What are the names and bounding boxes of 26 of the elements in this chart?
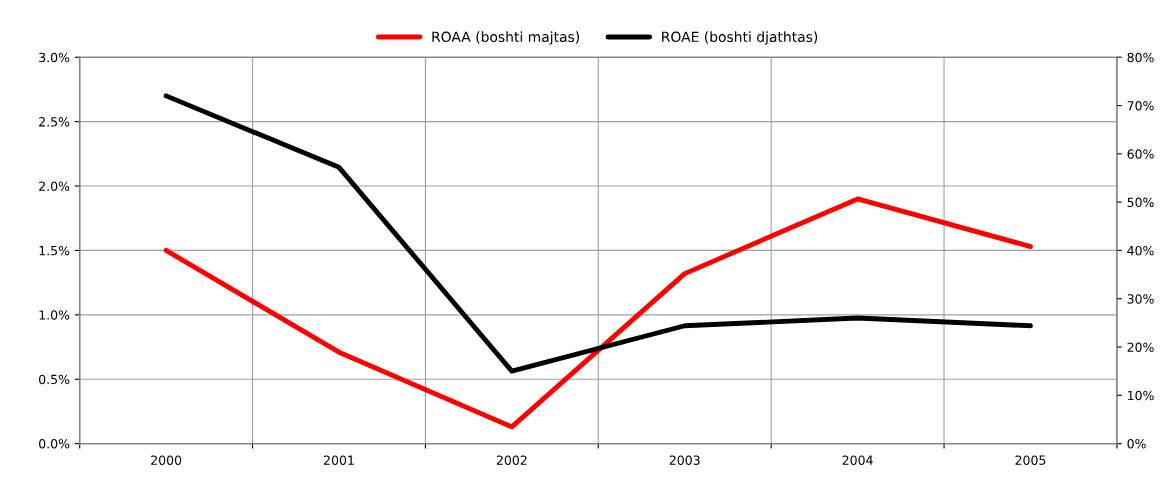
- y2-tick-label: 20%: [1127, 342, 1154, 352]
- y-tick-label: 1.5%: [39, 245, 70, 256]
- line-series: [163, 93, 1033, 374]
- y2-tick-label: 80%: [1127, 52, 1154, 63]
- y-tick-label: 2.5%: [39, 117, 70, 127]
- y-tick-label: 3.0%: [39, 52, 70, 63]
- legend-label: ROAE (boshti djathtas): [662, 31, 818, 45]
- x-tick-label: 2000: [151, 455, 182, 465]
- line-series: [163, 196, 1033, 430]
- y-tick-label: 0.5%: [39, 374, 70, 385]
- x-tick-label: 2004: [842, 455, 873, 465]
- x-tick-label: 2002: [496, 455, 527, 465]
- x-tick-label: 2001: [324, 455, 354, 465]
- y2-tick-label: 70%: [1127, 101, 1154, 111]
- legend-label: ROAA (boshti majtas): [432, 31, 580, 45]
- y2-tick-label: 60%: [1127, 149, 1154, 159]
- x-tick-label: 2003: [669, 455, 700, 465]
- x-tick-label: 2005: [1015, 455, 1046, 465]
- y2-tick-label: 0%: [1127, 439, 1146, 449]
- y-tick-label: 1.0%: [39, 310, 70, 320]
- y2-tick-label: 50%: [1127, 197, 1154, 208]
- y-tick-label: 2.0%: [39, 181, 70, 191]
- y-tick-label: 0.0%: [39, 439, 70, 449]
- y2-tick-label: 40%: [1127, 245, 1154, 256]
- y2-tick-label: 30%: [1127, 294, 1154, 304]
- y2-tick-label: 10%: [1128, 390, 1154, 401]
